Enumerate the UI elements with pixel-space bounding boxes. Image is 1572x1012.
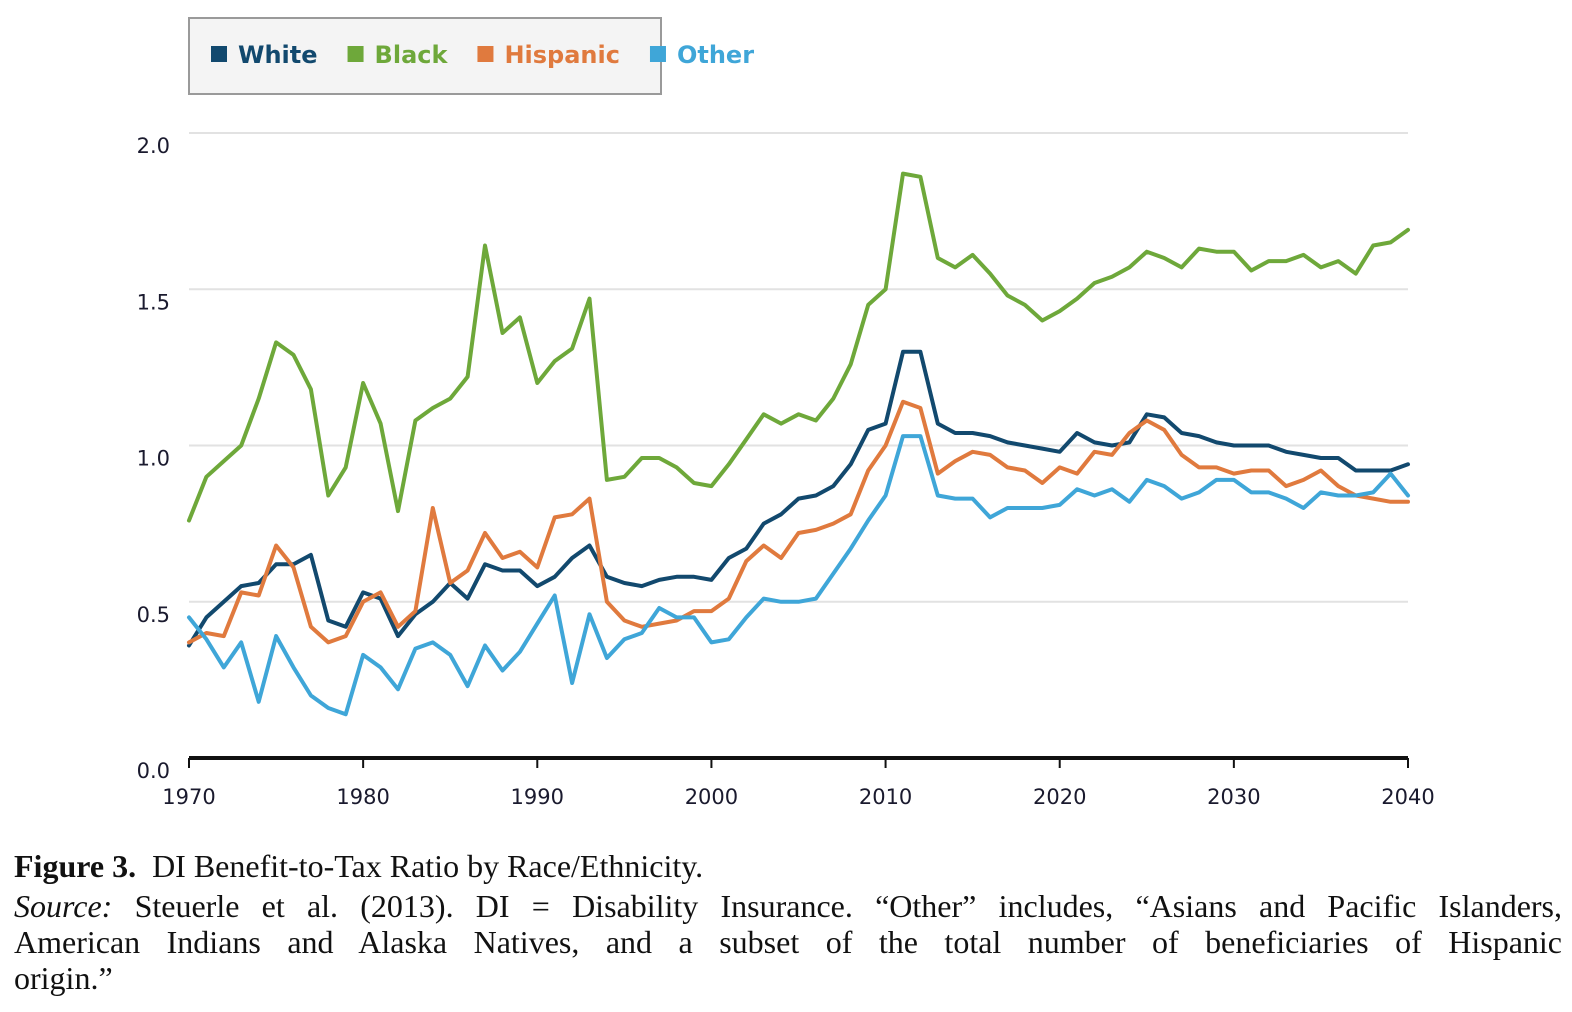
- y-tick-label: 1.5: [137, 290, 170, 314]
- x-tick-label: 2020: [1033, 785, 1086, 809]
- caption-title-line: Figure 3. DI Benefit-to-Tax Ratio by Rac…: [14, 848, 1562, 884]
- x-tick-label: 2030: [1207, 785, 1260, 809]
- series-line-other: [187, 434, 1410, 717]
- legend-label-other: Other: [677, 41, 754, 69]
- legend-swatch-black: [347, 46, 364, 62]
- gridlines: 0.0 0.5 1.0 1.5 2.0: [137, 132, 1408, 783]
- figure-caption: Figure 3. DI Benefit-to-Tax Ratio by Rac…: [14, 848, 1562, 996]
- series-line-white: [187, 349, 1410, 648]
- y-tick-label: 0.0: [137, 759, 170, 783]
- y-tick-label: 2.0: [137, 134, 170, 158]
- legend-swatch-other: [649, 46, 666, 62]
- legend-swatch-hispanic: [477, 46, 494, 62]
- x-tick-label: 2000: [685, 785, 738, 809]
- series-line-hispanic: [187, 399, 1410, 645]
- x-tick-label: 1970: [162, 785, 215, 809]
- source-text-1: Steuerle et al. (2013). DI = Disability …: [134, 888, 1563, 924]
- x-tick-label: 1990: [511, 785, 564, 809]
- source-line-1: Source: Steuerle et al. (2013). DI = Dis…: [14, 888, 1562, 924]
- chart: White Black Hispanic Other 0.0 0.5 1.0 1.5 2.0 …: [137, 17, 1435, 809]
- legend: White Black Hispanic Other: [211, 41, 754, 69]
- y-tick-label: 1.0: [137, 447, 170, 471]
- y-tick-label: 0.5: [137, 603, 170, 627]
- legend-swatch-white: [211, 46, 227, 62]
- series-lines: [187, 171, 1410, 717]
- legend-box: [188, 17, 662, 95]
- figure-label: Figure 3.: [14, 848, 137, 884]
- source-line-2: American Indians and Alaska Natives, and…: [14, 924, 1562, 960]
- legend-label-white: White: [238, 41, 318, 69]
- chart-svg: White Black Hispanic Other 0.00.51.01.52.0 …: [137, 17, 1435, 809]
- legend-label-hispanic: Hispanic: [504, 41, 620, 69]
- source-label: Source:: [14, 888, 113, 924]
- source-line-3: origin.”: [14, 960, 113, 996]
- axes: 1970 1980 1990 2000 2010 2020 2030 2040: [162, 756, 1435, 809]
- x-tick-label: 2040: [1381, 785, 1434, 809]
- series-line-black: [187, 171, 1410, 523]
- figure-title: DI Benefit-to-Tax Ratio by Race/Ethnicit…: [152, 848, 704, 884]
- caption-source: Source: Steuerle et al. (2013). DI = Dis…: [14, 888, 1562, 996]
- x-tick-label: 1980: [336, 785, 389, 809]
- legend-label-black: Black: [375, 41, 449, 69]
- x-tick-label: 2010: [859, 785, 912, 809]
